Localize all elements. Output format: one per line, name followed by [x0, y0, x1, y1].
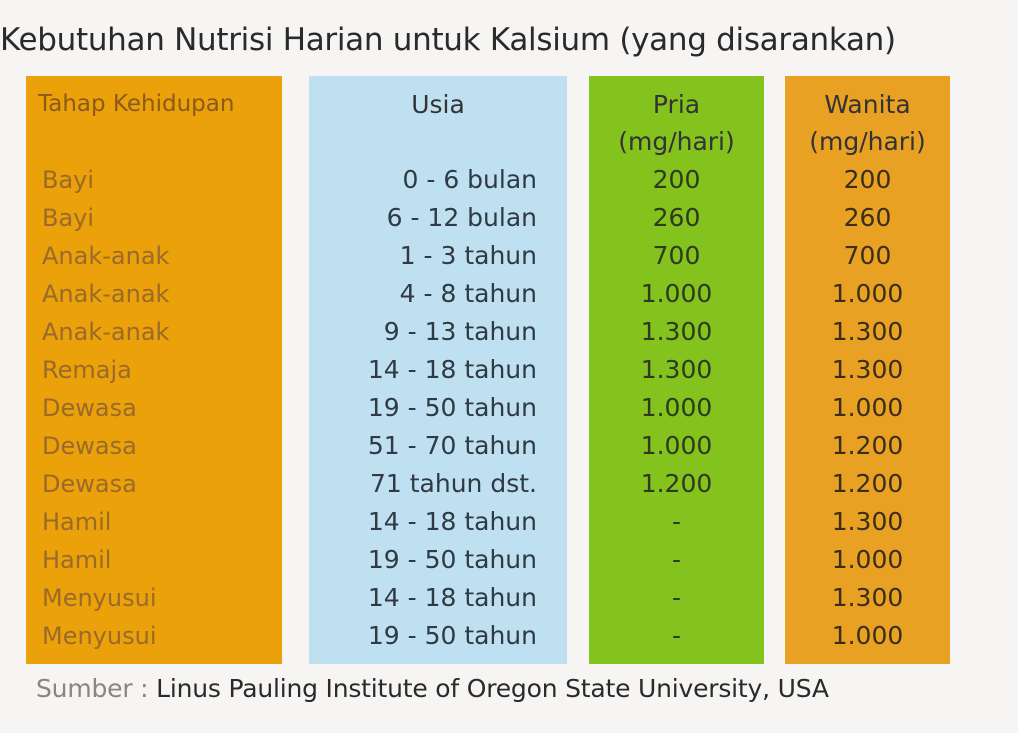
source-note: Sumber : Linus Pauling Institute of Oreg…: [36, 674, 829, 703]
header-life-stage: Tahap Kehidupan: [38, 91, 235, 117]
table-cell: 1.000: [640, 431, 713, 460]
table-cell: 1.000: [640, 279, 713, 308]
female-values-list: 200 260 700 1.000 1.300 1.300 1.000 1.200 1.200 1…: [785, 161, 950, 655]
table-cell: 260: [652, 203, 701, 232]
table-cell: 19 - 50 tahun: [367, 621, 537, 650]
table-cell: 1.300: [831, 507, 904, 536]
table-cell: 1 - 3 tahun: [399, 241, 537, 270]
table-cell: 14 - 18 tahun: [367, 355, 537, 384]
table-cell: 4 - 8 tahun: [399, 279, 537, 308]
table-cell: 51 - 70 tahun: [367, 431, 537, 460]
table-cell: -: [671, 545, 682, 574]
table-cell: 1.000: [831, 545, 904, 574]
table-cell: -: [671, 507, 682, 536]
table-cell: 19 - 50 tahun: [367, 393, 537, 422]
table-cell: Menyusui: [42, 622, 157, 650]
header-female-unit: (mg/hari): [809, 127, 926, 156]
table-cell: Dewasa: [42, 470, 137, 498]
table-cell: 1.300: [640, 317, 713, 346]
male-values-list: 200 260 700 1.000 1.300 1.300 1.000 1.000 1.200 -…: [589, 161, 764, 655]
table-cell: 1.000: [640, 393, 713, 422]
table-cell: 14 - 18 tahun: [367, 583, 537, 612]
age-list: 0 - 6 bulan 6 - 12 bulan 1 - 3 tahun 4 - 8 …: [309, 161, 567, 655]
column-life-stage: Tahap Kehidupan Bayi Bayi Anak-anak Anak-an…: [26, 76, 282, 664]
header-male-label: Pria: [652, 90, 701, 119]
header-male: Pria (mg/hari): [589, 86, 764, 160]
table-cell: Hamil: [42, 546, 112, 574]
table-title: Kebutuhan Nutrisi Harian untuk Kalsium (…: [0, 22, 896, 58]
header-age: Usia: [411, 90, 465, 119]
table-cell: 9 - 13 tahun: [383, 317, 537, 346]
table-cell: Bayi: [42, 166, 95, 194]
table-cell: 0 - 6 bulan: [402, 165, 538, 194]
table-cell: Anak-anak: [42, 242, 170, 270]
table-cell: Remaja: [42, 356, 132, 384]
table-cell: 1.000: [831, 279, 904, 308]
header-female-label: Wanita: [824, 90, 911, 119]
table-cell: Dewasa: [42, 432, 137, 460]
table-cell: -: [671, 583, 682, 612]
column-male: Pria (mg/hari) 200 260 700 1.000 1.300 1.300 1…: [589, 76, 764, 664]
life-stage-list: Bayi Bayi Anak-anak Anak-anak Anak-anak Remaj…: [26, 161, 282, 655]
table-cell: 1.200: [831, 431, 904, 460]
table-cell: 200: [843, 165, 892, 194]
header-female: Wanita (mg/hari): [785, 86, 950, 160]
table-cell: 6 - 12 bulan: [386, 203, 537, 232]
table-cell: Hamil: [42, 508, 112, 536]
table-cell: 700: [652, 241, 701, 270]
table-cell: 200: [652, 165, 701, 194]
table-cell: 71 tahun dst.: [369, 469, 537, 498]
table-cell: 1.200: [640, 469, 713, 498]
table-cell: Anak-anak: [42, 318, 170, 346]
table-cell: -: [671, 621, 682, 650]
source-label: Sumber :: [36, 674, 149, 703]
table-cell: 14 - 18 tahun: [367, 507, 537, 536]
table-cell: 1.300: [831, 583, 904, 612]
table-cell: 260: [843, 203, 892, 232]
table-cell: 1.000: [831, 393, 904, 422]
table-cell: 700: [843, 241, 892, 270]
table-cell: 19 - 50 tahun: [367, 545, 537, 574]
header-male-unit: (mg/hari): [618, 127, 735, 156]
table-cell: 1.000: [831, 621, 904, 650]
source-text: Linus Pauling Institute of Oregon State …: [156, 674, 829, 703]
table-cell: Menyusui: [42, 584, 157, 612]
table-cell: Anak-anak: [42, 280, 170, 308]
table-cell: 1.300: [831, 317, 904, 346]
table-cell: Bayi: [42, 204, 95, 232]
table-cell: Dewasa: [42, 394, 137, 422]
table-cell: 1.200: [831, 469, 904, 498]
column-age: Usia 0 - 6 bulan 6 - 12 bulan 1 - 3 tahun 4…: [309, 76, 567, 664]
table-cell: 1.300: [831, 355, 904, 384]
table-cell: 1.300: [640, 355, 713, 384]
column-female: Wanita (mg/hari) 200 260 700 1.000 1.300 1.30…: [785, 76, 950, 664]
